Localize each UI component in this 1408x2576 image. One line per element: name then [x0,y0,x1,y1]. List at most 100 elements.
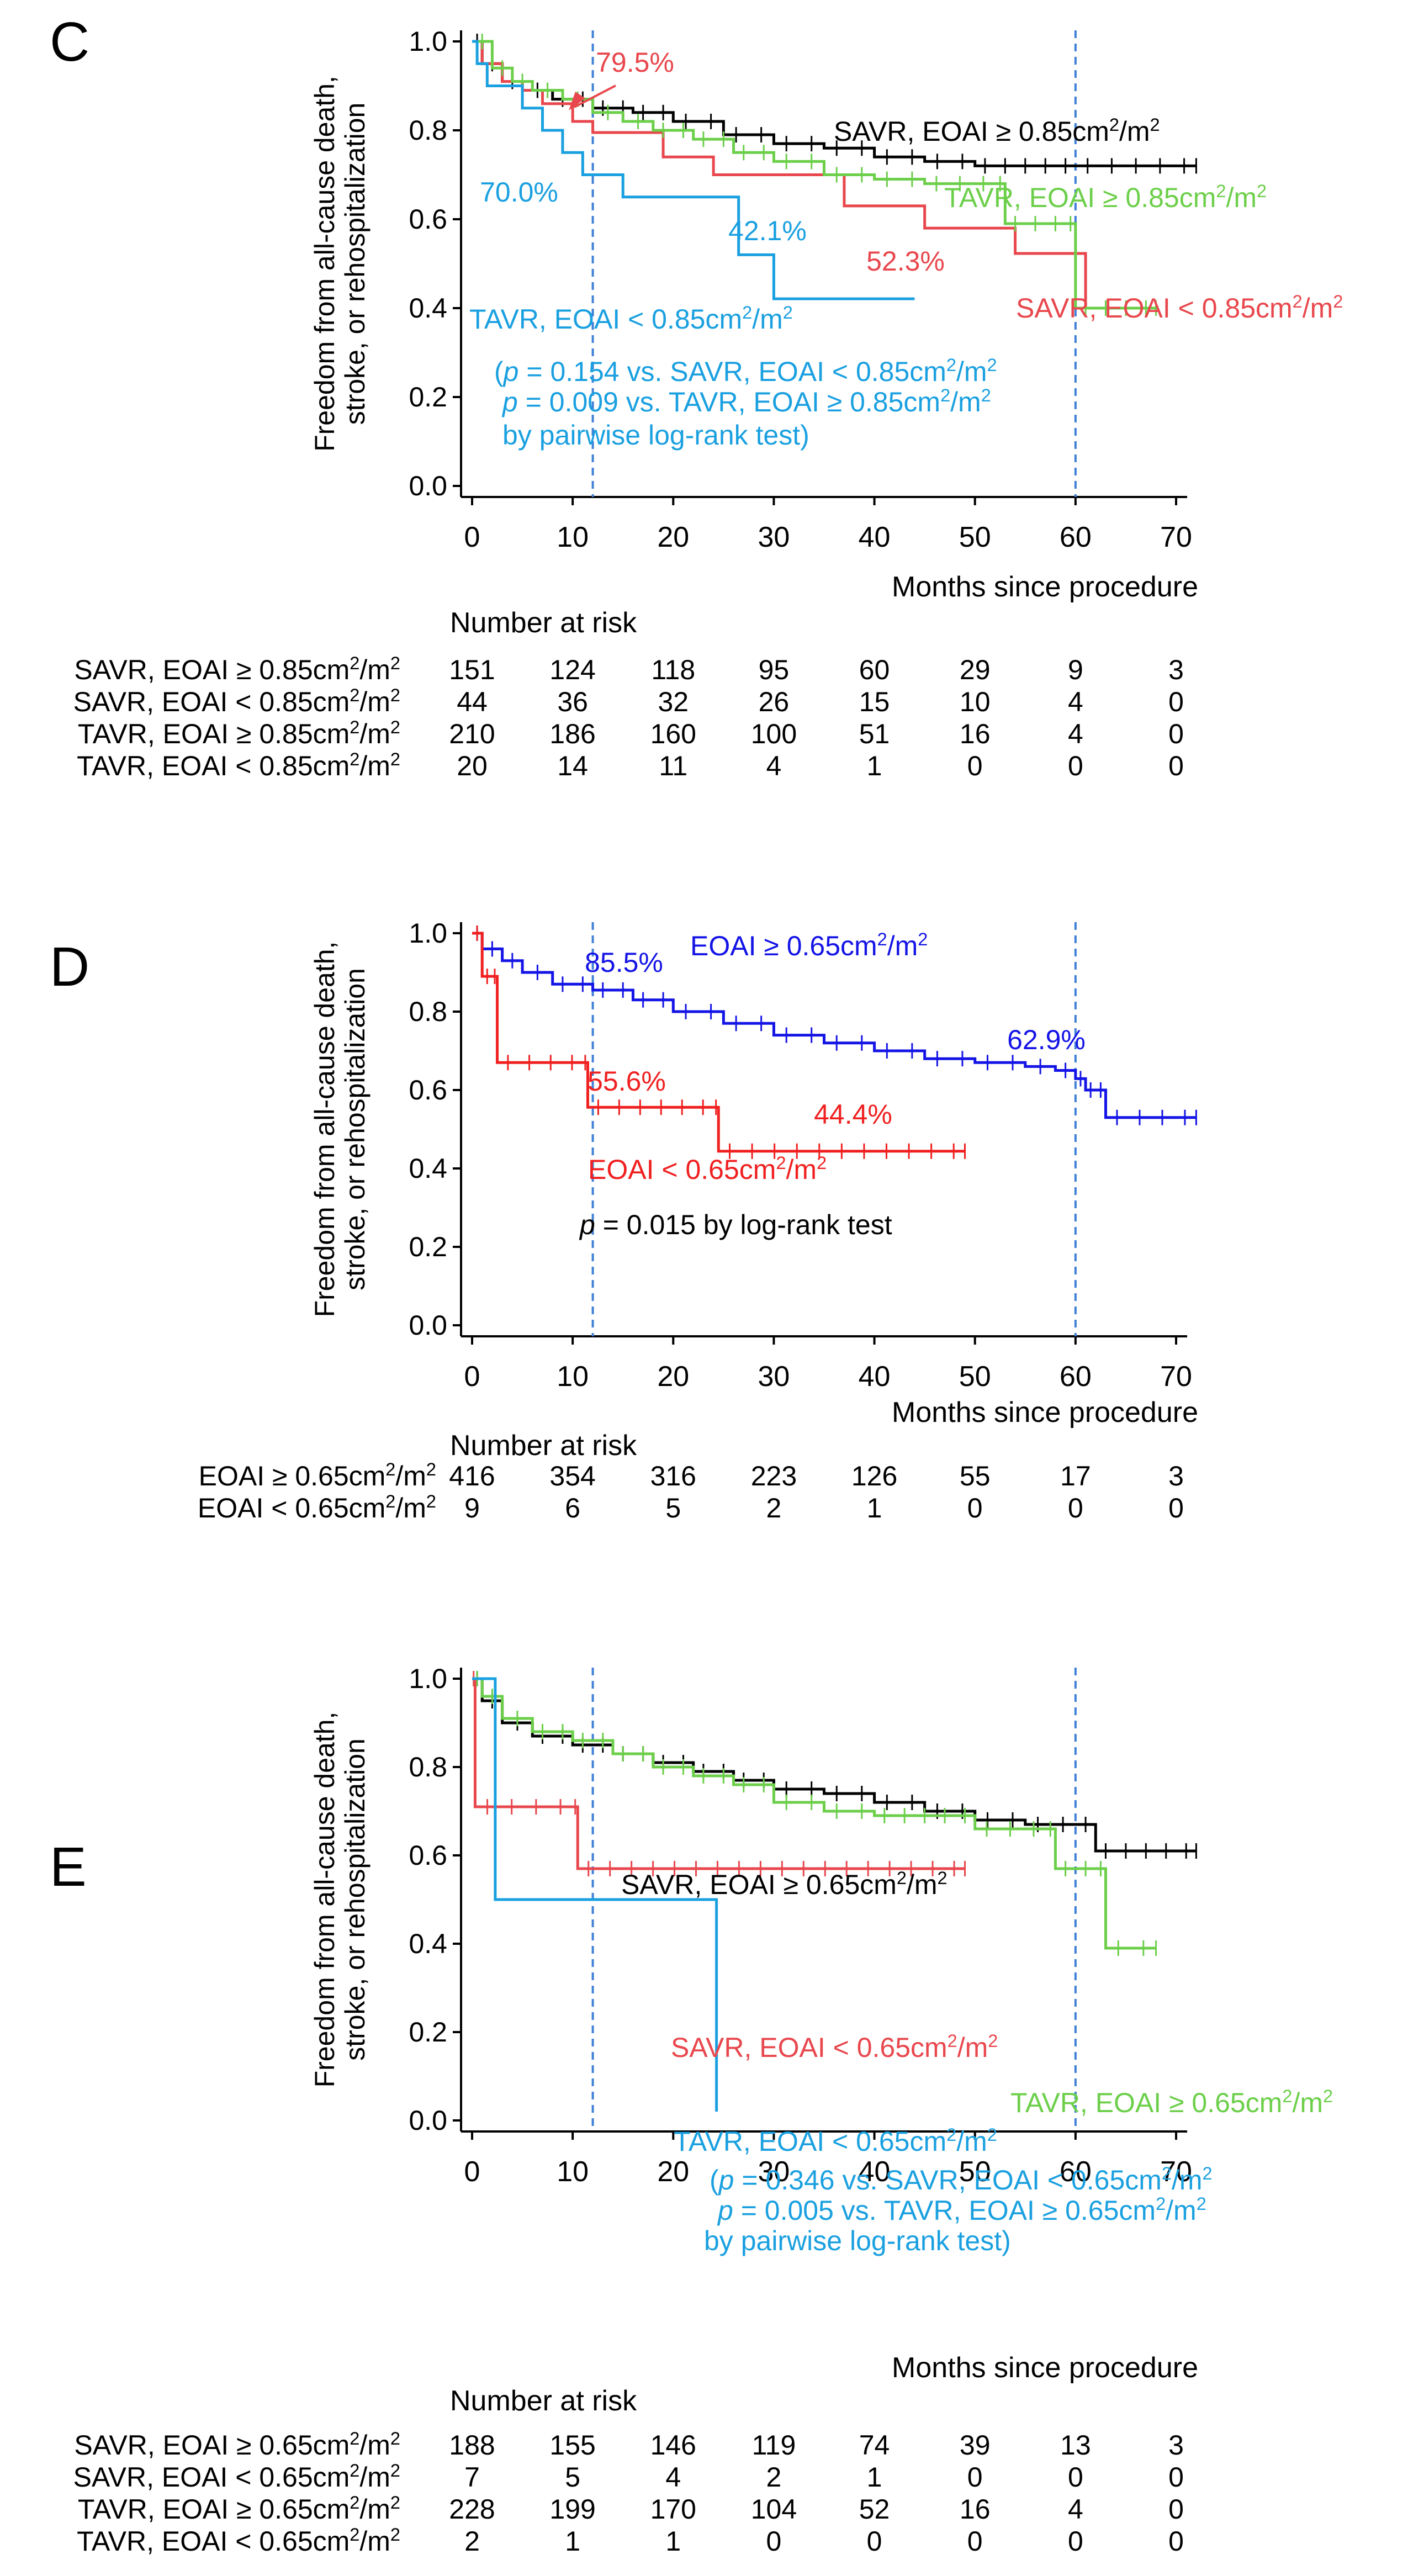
x-tick-label: 30 [758,1361,790,1393]
risk-cell: 0 [1068,750,1083,781]
x-tick-label: 20 [657,1361,689,1393]
y-axis-label: stroke, or rehospitalization [340,968,370,1290]
risk-row-label: TAVR, EOAI ≥ 0.85cm2/m2 [78,717,400,749]
x-tick-label: 0 [464,521,480,553]
y-tick-label: 0.2 [409,1231,447,1262]
risk-cell: 10 [960,686,991,717]
risk-row-label: EOAI ≥ 0.65cm2/m2 [199,1459,436,1491]
curve-annotation: EOAI < 0.65cm2/m2 [588,1153,827,1185]
x-tick-label: 40 [859,1361,891,1393]
risk-row-label: SAVR, EOAI ≥ 0.65cm2/m2 [74,2429,400,2461]
panel-label: E [50,1836,87,1898]
x-tick-label: 20 [657,2156,689,2188]
risk-cell: 416 [449,1461,495,1491]
risk-cell: 60 [859,654,890,685]
x-tick-label: 0 [464,1361,480,1393]
y-tick-label: 1.0 [409,26,447,57]
curve-annotation: TAVR, EOAI < 0.65cm2/m2 [674,2125,997,2157]
x-tick-label: 50 [959,1361,991,1393]
y-tick-label: 0.8 [409,1752,447,1782]
y-tick-label: 0.6 [409,204,447,235]
x-axis-label: Months since procedure [892,2352,1198,2384]
km-curve-2 [472,1677,1156,1950]
km-curve-3 [472,1677,718,2112]
risk-cell: 0 [1068,2462,1083,2493]
risk-cell: 0 [1068,1493,1083,1524]
y-tick-label: 0.6 [409,1075,447,1105]
risk-cell: 160 [650,718,696,749]
curve-annotation: SAVR, EOAI < 0.85cm2/m2 [1016,292,1343,324]
x-tick-label: 40 [859,521,891,553]
km-curve-3 [472,40,915,300]
risk-cell: 4 [1068,718,1083,749]
risk-cell: 155 [549,2430,595,2461]
risk-cell: 0 [1168,2462,1184,2493]
x-tick-label: 10 [557,2156,589,2188]
risk-cell: 0 [1168,718,1184,749]
x-axis-label: Months since procedure [892,571,1198,603]
y-tick-label: 0.6 [409,1840,447,1871]
risk-cell: 26 [759,686,790,717]
risk-cell: 5 [665,1493,681,1524]
risk-cell: 1 [867,2462,882,2493]
y-axis-label: Freedom from all-cause death, [309,76,340,452]
y-tick-label: 0.8 [409,115,447,146]
stats-text: by pairwise log-rank test) [704,2225,1011,2256]
risk-cell: 20 [457,750,488,781]
risk-cell: 2 [464,2526,480,2557]
risk-cell: 1 [867,1493,882,1524]
risk-cell: 210 [449,718,495,749]
risk-cell: 188 [449,2430,495,2461]
risk-cell: 100 [751,718,797,749]
x-tick-label: 30 [758,2156,790,2188]
annotation-arrow [574,84,616,108]
risk-row-label: SAVR, EOAI ≥ 0.85cm2/m2 [74,653,400,685]
risk-row-label: TAVR, EOAI < 0.65cm2/m2 [77,2525,400,2557]
y-tick-label: 0.4 [409,1153,447,1184]
x-tick-label: 70 [1160,2156,1192,2188]
risk-row-label: SAVR, EOAI < 0.85cm2/m2 [73,685,400,717]
risk-cell: 0 [1168,2526,1184,2557]
risk-cell: 52 [859,2494,890,2525]
curve-annotation: TAVR, EOAI < 0.85cm2/m2 [469,303,793,335]
y-tick-label: 0.4 [409,1928,447,1959]
km-curve-0 [472,1677,1197,1853]
panel-C: C Freedom from all-cause death, stroke, or… [50,11,1343,781]
stats-text: (p = 0.154 vs. SAVR, EOAI < 0.85cm2/m2 [494,355,997,387]
risk-cell: 119 [752,2430,796,2461]
stats-text: p = 0.009 vs. TAVR, EOAI ≥ 0.85cm2/m2 [501,385,991,417]
curve-annotation: SAVR, EOAI < 0.65cm2/m2 [671,2031,998,2063]
stats-text: p = 0.015 by log-rank test [579,1209,892,1240]
risk-cell: 4 [766,750,782,781]
km-curve-1 [472,932,965,1153]
stats-text: by pairwise log-rank test) [502,420,809,451]
risk-cell: 15 [859,686,890,717]
y-axis-label: Freedom from all-cause death, [309,1712,340,2088]
risk-cell: 14 [557,750,588,781]
risk-cell: 95 [759,654,790,685]
x-tick-label: 60 [1060,1361,1092,1393]
x-tick-label: 0 [464,2156,480,2188]
x-tick-label: 40 [859,2156,891,2188]
risk-cell: 55 [960,1461,991,1491]
risk-cell: 0 [967,2526,983,2557]
risk-cell: 13 [1060,2430,1091,2461]
risk-cell: 223 [751,1461,797,1491]
curve-annotation: EOAI ≥ 0.65cm2/m2 [690,929,928,961]
risk-cell: 17 [1060,1461,1091,1491]
risk-cell: 146 [650,2430,696,2461]
risk-cell: 9 [464,1493,480,1524]
risk-cell: 0 [1168,1493,1184,1524]
y-tick-label: 1.0 [409,1663,447,1694]
risk-cell: 51 [859,718,890,749]
risk-cell: 151 [449,654,495,685]
risk-cell: 0 [766,2526,782,2557]
risk-cell: 0 [967,750,983,781]
x-tick-label: 70 [1160,1361,1192,1393]
curve-annotation: 44.4% [814,1099,892,1130]
risk-cell: 126 [851,1461,897,1491]
risk-cell: 0 [1168,2494,1184,2525]
stats-text: (p = 0.346 vs. SAVR, EOAI < 0.65cm2/m2 [710,2164,1213,2196]
curve-annotation: TAVR, EOAI ≥ 0.85cm2/m2 [944,181,1267,213]
